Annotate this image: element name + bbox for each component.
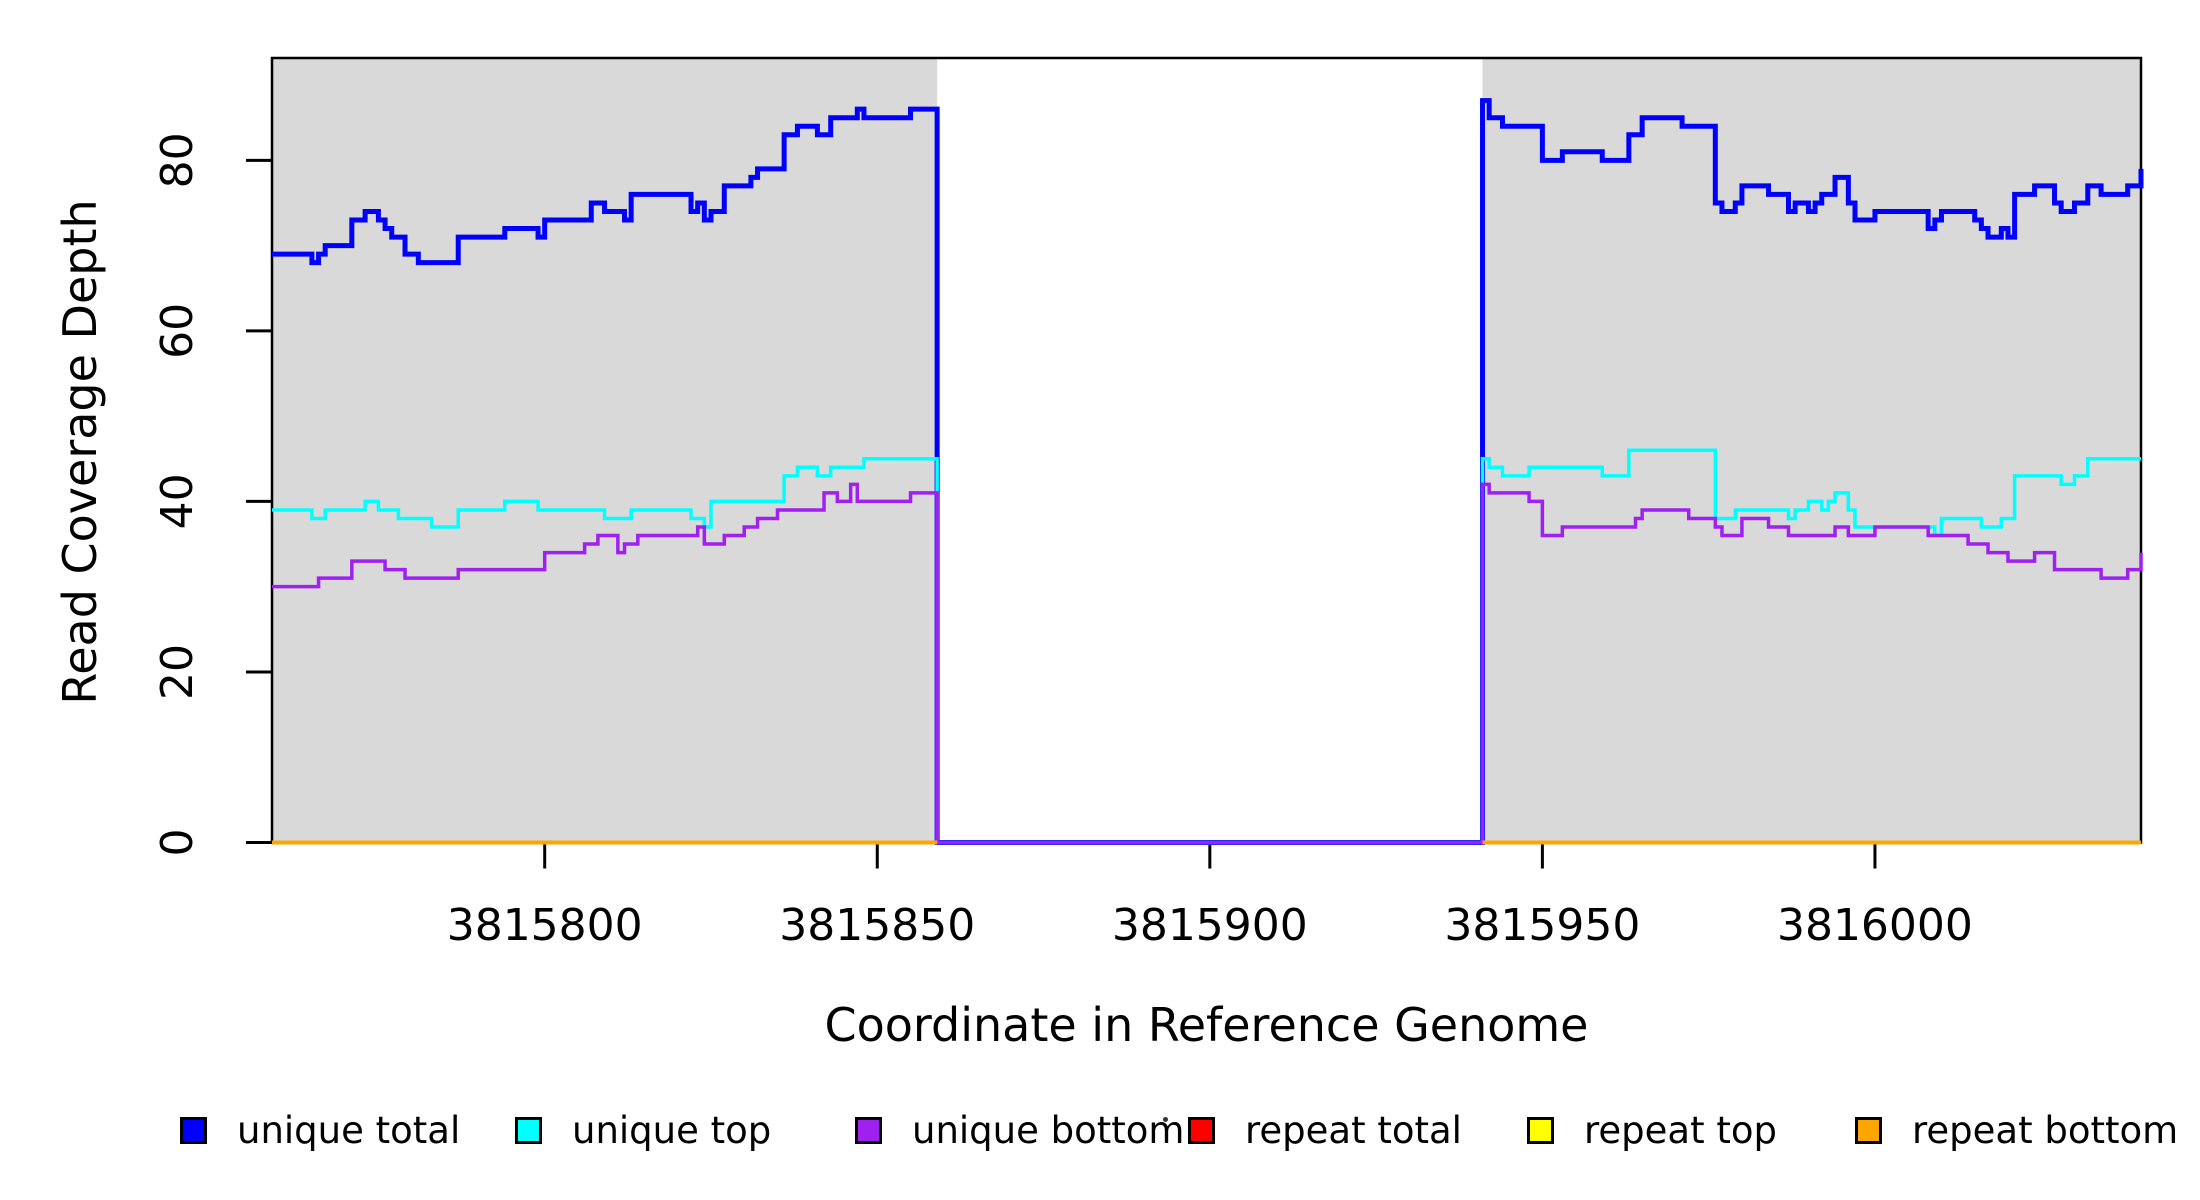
unique-total-swatch-icon: [180, 1116, 207, 1144]
legend-label: unique total: [237, 1108, 461, 1152]
series-line-unique-bottom: [272, 482, 2143, 845]
legend-label: unique top: [572, 1108, 772, 1152]
legend-label: repeat total: [1245, 1108, 1462, 1152]
y-tick-label: 60: [152, 303, 203, 359]
legend-label: repeat bottom: [1912, 1108, 2179, 1152]
legend-entry-unique-top: unique top: [515, 1109, 771, 1152]
repeat-top-swatch-icon: [1527, 1116, 1554, 1144]
legend-entry-repeat-top: repeat top: [1527, 1109, 1777, 1152]
x-tick-label: 3816000: [1777, 900, 1973, 951]
legend-entry-unique-total: unique total: [180, 1109, 460, 1152]
coverage-series-lines: [272, 98, 2144, 845]
shaded-window-region: [272, 58, 938, 843]
y-tick-label: 0: [152, 829, 203, 857]
repeat-bottom-swatch-icon: [1855, 1116, 1882, 1144]
shaded-regions: [272, 58, 2141, 843]
x-tick-label: 3815900: [1112, 900, 1308, 951]
x-axis-title: Coordinate in Reference Genome: [824, 998, 1589, 1052]
y-tick-label: 20: [152, 644, 203, 700]
x-tick-label: 3815850: [779, 900, 975, 951]
stray-dot-artifact: [1163, 1117, 1168, 1122]
repeat-total-swatch-icon: [1188, 1116, 1215, 1144]
legend-label: repeat top: [1584, 1108, 1777, 1152]
x-tick-label: 3815800: [447, 900, 643, 951]
y-tick-label: 80: [152, 132, 203, 188]
unique-top-swatch-icon: [515, 1116, 542, 1144]
legend-entry-repeat-bottom: repeat bottom: [1855, 1109, 2178, 1152]
legend-label: unique bottom: [912, 1108, 1185, 1152]
legend-entry-unique-bottom: unique bottom: [855, 1109, 1184, 1152]
legend-entry-repeat-total: repeat total: [1188, 1109, 1462, 1152]
y-axis-title: Read Coverage Depth: [53, 199, 107, 705]
series-line-unique-total: [272, 98, 2144, 845]
axes: 3815800 3815850 3815900 3815950 3816000 0 20 40…: [152, 56, 2143, 951]
y-tick-label: 40: [152, 473, 203, 529]
unique-bottom-swatch-icon: [855, 1116, 882, 1144]
x-tick-label: 3815950: [1444, 900, 1640, 951]
shaded-window-region: [1482, 58, 2141, 843]
